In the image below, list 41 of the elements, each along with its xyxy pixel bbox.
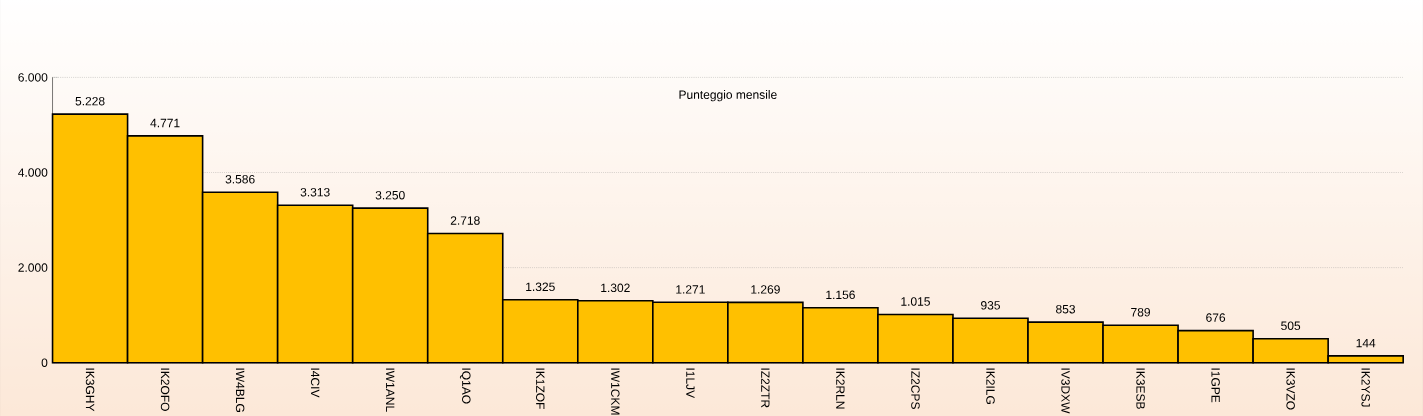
- data-label: 3.586: [225, 174, 255, 184]
- text: Punteggio mensile: [679, 90, 777, 102]
- x-tick-label: I1LJV: [686, 368, 695, 399]
- y-tick-label: 4.000: [18, 168, 48, 177]
- x-tick-label: IQ1AO: [459, 368, 471, 404]
- y-tick-label: 0: [41, 358, 48, 367]
- x-tick-label: IK3GHY: [85, 368, 95, 412]
- x-tick-label: IW4BLG: [235, 368, 245, 412]
- y-tick-label: 6.000: [18, 73, 48, 82]
- x-tick-label: I1GPE: [1211, 368, 1220, 403]
- data-label: 1.271: [676, 285, 705, 294]
- x-tick-label: IK1ZOF: [536, 368, 545, 409]
- x-tick-label: IZ2ZTR: [761, 368, 770, 408]
- x-tick-label: IK2RLN: [836, 368, 845, 409]
- data-label: 1.302: [601, 283, 630, 293]
- x-tick-label: IK2OFO: [160, 368, 170, 411]
- data-label: 144: [1356, 338, 1376, 348]
- data-label: 505: [1281, 321, 1301, 331]
- data-label: 4.771: [150, 118, 180, 128]
- data-label: 3.250: [375, 190, 405, 200]
- data-label: 1.325: [526, 282, 555, 292]
- x-tick-label: IW1CKM: [611, 368, 620, 415]
- data-label: 935: [981, 301, 1000, 310]
- x-tick-label: IV3DXW: [1061, 368, 1070, 414]
- x-tick-label: IK2ILG: [986, 368, 995, 404]
- data-label: 3.313: [300, 187, 330, 197]
- x-tick-label: IK3VZO: [1286, 368, 1295, 410]
- y-tick-label: 2.000: [18, 263, 48, 272]
- x-tick-label: IW1ANL: [386, 368, 395, 412]
- x-tick-label: IZ2CPS: [911, 368, 920, 409]
- data-label: 5.228: [75, 96, 105, 106]
- data-label: 2.718: [450, 216, 480, 225]
- data-label: 853: [1056, 304, 1076, 314]
- data-label: 1.156: [826, 290, 855, 300]
- data-label: 1.015: [901, 297, 930, 306]
- x-tick-label: I4CIV: [310, 368, 320, 398]
- data-label: 1.269: [751, 285, 780, 294]
- x-tick-label: IK3ESB: [1136, 368, 1145, 409]
- x-tick-label: IK2YSJ: [1361, 368, 1370, 407]
- data-label: 676: [1206, 313, 1226, 322]
- data-label: 789: [1131, 307, 1150, 317]
